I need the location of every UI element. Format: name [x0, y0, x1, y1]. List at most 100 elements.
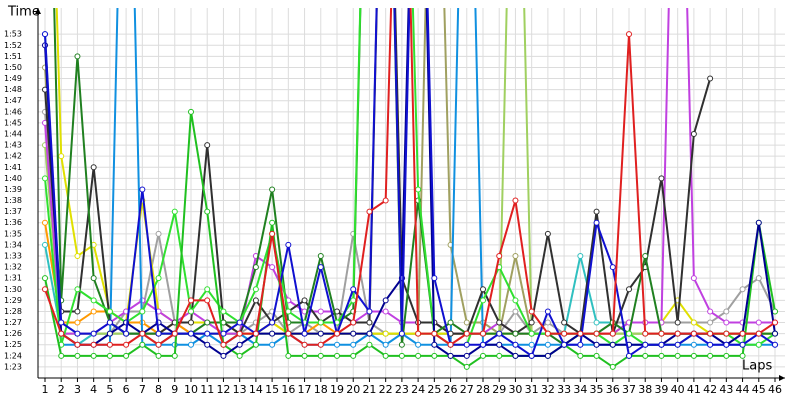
data-point	[544, 230, 551, 237]
data-point	[739, 286, 746, 293]
data-point	[658, 330, 665, 337]
data-point	[723, 330, 730, 337]
x-tick-label: 24	[411, 383, 425, 396]
data-point	[593, 319, 600, 326]
data-point	[707, 308, 714, 315]
data-point	[382, 197, 389, 204]
data-point	[74, 319, 81, 326]
y-tick-label: 1:52	[4, 41, 22, 50]
y-tick-label: 1:35	[4, 229, 22, 238]
y-tick-label: 1:29	[4, 296, 22, 305]
x-tick-label: 16	[281, 383, 295, 396]
data-point	[188, 319, 194, 326]
y-tick-label: 1:40	[4, 174, 22, 183]
x-tick-label: 6	[123, 383, 130, 396]
x-tick-label: 28	[476, 383, 490, 396]
data-point	[139, 186, 146, 193]
data-point	[561, 341, 568, 348]
data-point	[188, 108, 194, 115]
data-point	[269, 230, 276, 237]
series-line	[44, 8, 776, 358]
data-point	[512, 308, 519, 315]
data-point	[42, 31, 48, 38]
data-point	[382, 341, 389, 348]
data-point	[155, 341, 162, 348]
data-point	[42, 241, 48, 248]
data-point	[188, 297, 194, 304]
data-point	[398, 330, 405, 337]
data-point	[90, 352, 97, 359]
data-point	[690, 341, 697, 348]
y-tick-label: 1:27	[4, 318, 22, 327]
data-point	[544, 341, 551, 348]
data-point	[58, 319, 65, 326]
data-point	[658, 175, 665, 182]
data-point	[593, 352, 600, 359]
data-point	[285, 330, 292, 337]
data-point	[155, 275, 162, 282]
y-tick-label: 1:28	[4, 307, 22, 316]
data-point	[334, 330, 340, 337]
x-tick-label: 11	[200, 383, 214, 396]
data-point	[269, 264, 276, 271]
x-tick-label: 46	[768, 383, 782, 396]
x-tick-label: 15	[265, 383, 279, 396]
data-point	[285, 241, 292, 248]
data-point	[317, 319, 324, 326]
data-point	[674, 352, 681, 359]
y-tick-label: 1:46	[4, 107, 22, 116]
y-tick-label: 1:37	[4, 207, 22, 216]
data-point	[220, 308, 227, 315]
data-point	[528, 341, 535, 348]
data-point	[642, 253, 649, 259]
data-point	[415, 341, 422, 348]
y-tick-label: 1:42	[4, 152, 22, 161]
y-tick-label: 1:43	[4, 141, 22, 150]
data-point	[723, 319, 730, 326]
data-point	[642, 330, 649, 337]
x-tick-label: 44	[736, 383, 750, 396]
data-point	[690, 352, 697, 359]
data-point	[561, 330, 568, 337]
data-point	[366, 308, 373, 315]
data-point	[139, 330, 146, 337]
x-tick-label: 13	[233, 383, 247, 396]
data-point	[74, 352, 81, 359]
data-point	[382, 330, 389, 337]
x-tick-label: 3	[74, 383, 81, 396]
data-point	[496, 319, 503, 326]
data-point	[431, 341, 438, 348]
x-tick-label: 40	[671, 383, 685, 396]
data-point	[301, 352, 308, 359]
data-point	[204, 286, 211, 293]
data-point	[707, 330, 714, 337]
data-point	[463, 352, 470, 359]
data-point	[593, 208, 600, 215]
plot-area	[42, 8, 778, 370]
data-point	[301, 297, 308, 304]
data-point	[723, 341, 730, 348]
data-point	[755, 319, 762, 326]
data-point	[269, 219, 276, 226]
data-point	[204, 297, 211, 304]
data-point	[674, 341, 681, 348]
data-point	[512, 253, 519, 259]
data-point	[252, 330, 259, 337]
data-point	[690, 319, 697, 326]
data-point	[236, 341, 243, 348]
data-point	[658, 352, 665, 359]
data-point	[317, 308, 324, 315]
data-point	[317, 264, 324, 271]
data-point	[58, 330, 65, 337]
data-point	[690, 275, 697, 282]
data-point	[382, 297, 389, 304]
data-point	[674, 319, 681, 326]
data-point	[106, 330, 113, 337]
data-point	[236, 319, 243, 326]
data-point	[155, 230, 162, 237]
data-point	[642, 341, 649, 348]
y-tick-label: 1:53	[4, 30, 22, 39]
x-tick-label: 20	[346, 383, 360, 396]
data-point	[171, 330, 178, 337]
x-tick-label: 27	[460, 383, 474, 396]
